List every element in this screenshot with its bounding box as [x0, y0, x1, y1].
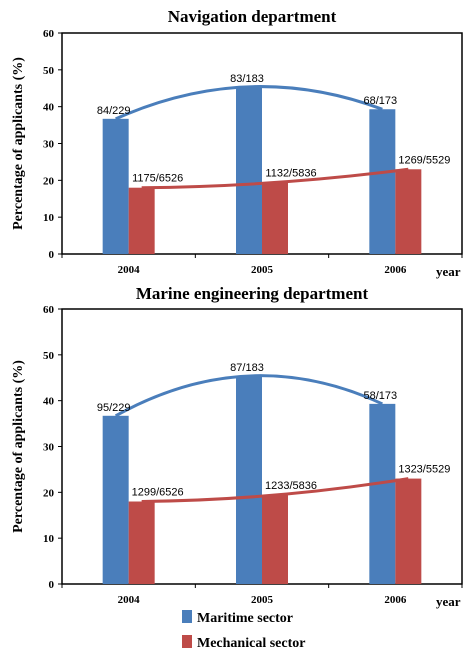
data-label: 1323/5529 — [398, 464, 450, 476]
bar-maritime-2005 — [236, 86, 262, 254]
y-axis-label: Percentage of applicants (%) — [11, 360, 26, 533]
bar-mechanical-2004 — [128, 187, 155, 254]
data-label: 1269/5529 — [398, 154, 450, 166]
y-tick-label: 40 — [43, 396, 55, 408]
bar-maritime-2005 — [236, 375, 262, 584]
data-label: 95/229 — [97, 402, 131, 414]
legend-swatch-mechanical — [182, 635, 192, 648]
y-tick-label: 30 — [43, 442, 55, 454]
x-tick-label: 2005 — [251, 264, 274, 276]
legend-label-maritime: Maritime sector — [197, 611, 293, 626]
trend-line-maritime — [115, 85, 383, 121]
y-tick-label: 0 — [49, 249, 55, 261]
bar-mechanical-2005 — [262, 182, 288, 254]
y-tick-label: 60 — [43, 304, 55, 316]
bar-mechanical-2006 — [395, 169, 422, 254]
bar-maritime-2004 — [102, 118, 129, 255]
data-label: 1132/5836 — [265, 168, 316, 180]
y-tick-label: 20 — [43, 487, 55, 499]
x-tick-label: 2005 — [251, 594, 274, 606]
y-tick-label: 20 — [43, 175, 55, 187]
data-label: 1175/6526 — [132, 173, 183, 185]
bar-maritime-2004 — [102, 415, 129, 584]
x-tick-label: 2006 — [384, 264, 407, 276]
bar-maritime-2006 — [369, 403, 396, 584]
y-tick-label: 60 — [43, 28, 55, 40]
trend-line-mechanical — [141, 167, 409, 190]
legend: Maritime sector Mechanical sector — [182, 610, 305, 651]
data-label: 1299/6526 — [132, 487, 184, 499]
x-tick-label: 2004 — [118, 594, 141, 606]
bar-mechanical-2004 — [128, 501, 155, 584]
y-tick-label: 10 — [43, 533, 55, 545]
x-axis-label: year — [436, 594, 461, 609]
data-label: 58/173 — [364, 390, 398, 402]
chart-panel-2: Marine engineering department 0 10 20 30 40 50… — [11, 284, 463, 609]
x-axis-label: year — [436, 264, 461, 279]
bar-mechanical-2005 — [262, 495, 288, 584]
y-tick-label: 50 — [43, 350, 55, 362]
chart-panel-1: Navigation department 0 10 20 30 40 50 60 2004 20… — [11, 7, 463, 279]
x-tick-label: 2004 — [118, 264, 141, 276]
y-tick-label: 50 — [43, 65, 55, 77]
bar-mechanical-2006 — [395, 478, 422, 584]
data-label: 87/183 — [230, 362, 264, 374]
data-label: 68/173 — [364, 95, 398, 107]
chart-title: Marine engineering department — [136, 284, 369, 303]
chart-title: Navigation department — [168, 7, 337, 26]
trend-line-maritime — [114, 374, 383, 418]
data-label: 1233/5836 — [265, 480, 317, 492]
data-label: 84/229 — [97, 105, 131, 117]
y-tick-label: 30 — [43, 139, 55, 151]
y-axis-label: Percentage of applicants (%) — [11, 57, 26, 230]
y-tick-label: 0 — [49, 579, 55, 591]
trend-line-mechanical — [141, 477, 409, 503]
bar-maritime-2006 — [369, 109, 396, 255]
legend-swatch-maritime — [182, 610, 192, 623]
data-label: 83/183 — [230, 73, 264, 85]
y-tick-label: 40 — [43, 102, 55, 114]
y-tick-label: 10 — [43, 212, 55, 224]
x-tick-label: 2006 — [384, 594, 407, 606]
legend-label-mechanical: Mechanical sector — [197, 636, 305, 651]
